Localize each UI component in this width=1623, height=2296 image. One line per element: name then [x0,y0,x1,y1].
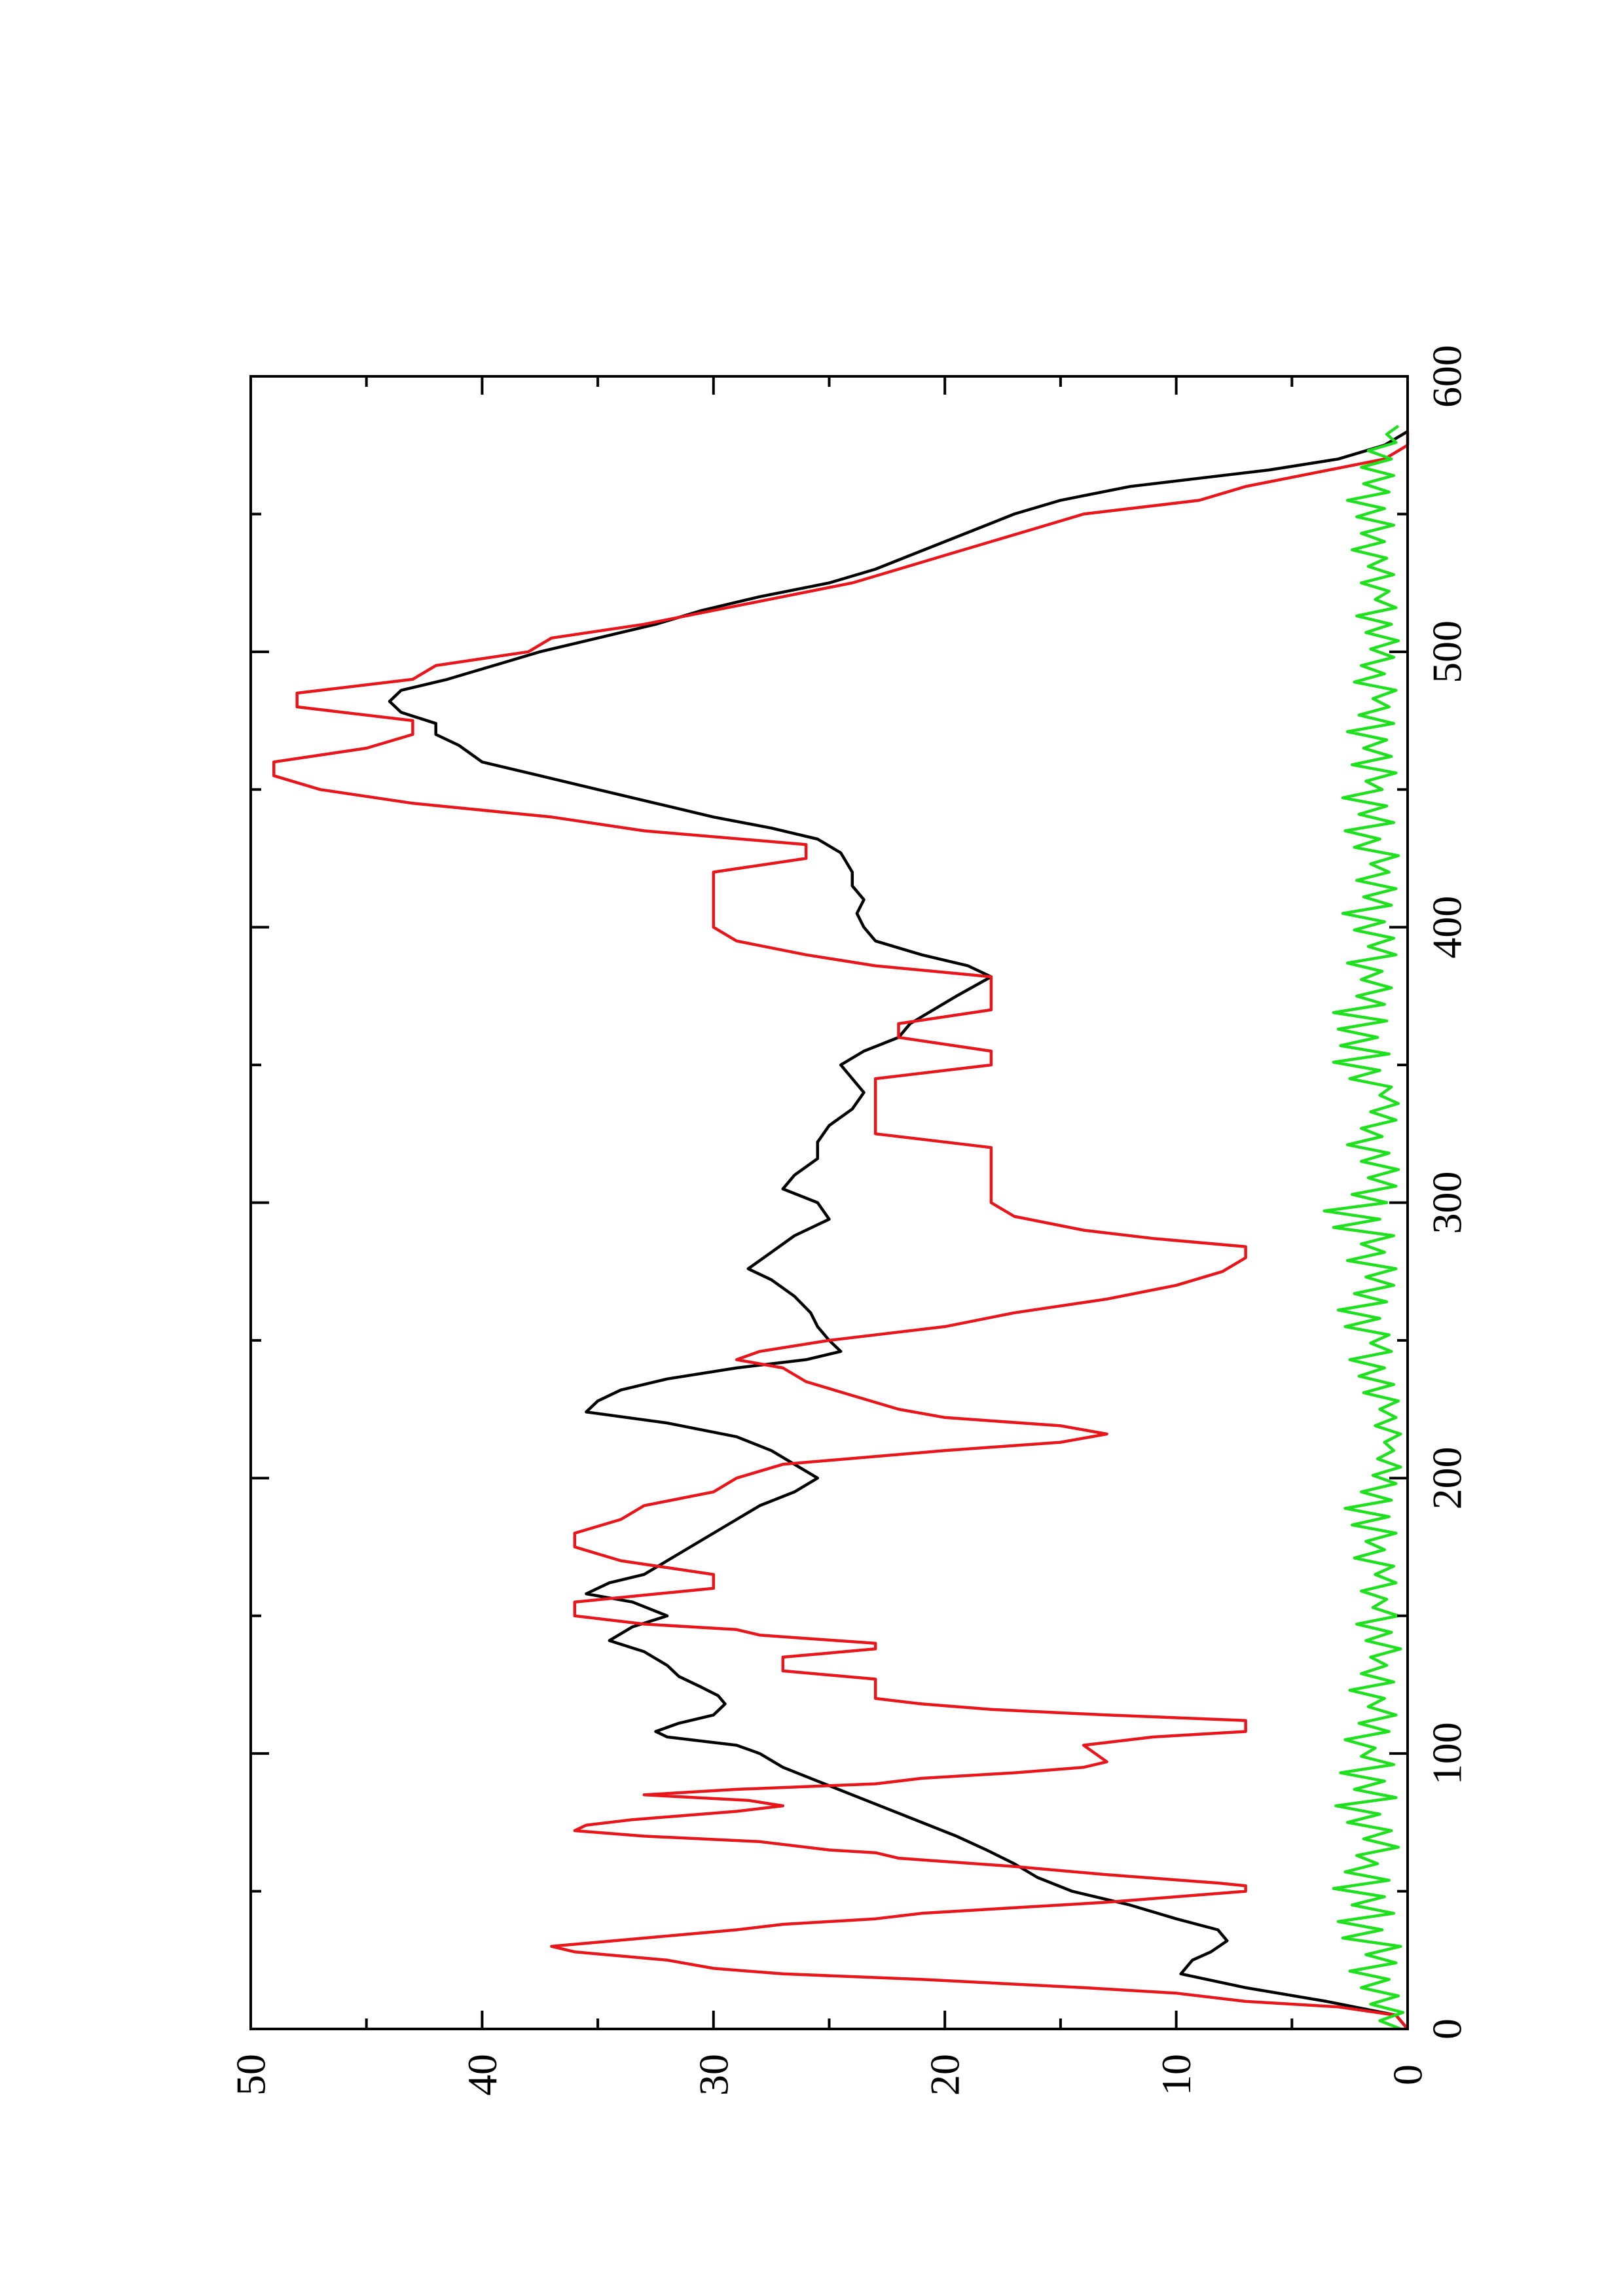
series-line-2 [272,431,1410,2030]
x-tick-label: 300 [1424,1172,1470,1234]
labels-layer: 0 100 200 300 400 500 600 0 10 20 30 40 50 [228,345,1470,2096]
series-layer [272,424,1410,2031]
plot-frame [249,375,1409,2030]
ticks-layer [249,375,1409,2030]
x-tick-label: 200 [1424,1446,1470,1509]
x-tick-label: 100 [1424,1722,1470,1785]
x-tick-label: 0 [1424,2018,1470,2039]
x-tick-label: 500 [1424,620,1470,683]
y-tick-label: 50 [228,2054,274,2096]
series-line-3 [1322,424,1405,2031]
x-tick-label: 400 [1424,896,1470,959]
y-tick-label: 30 [690,2054,737,2096]
y-tick-label: 0 [1385,2064,1431,2085]
y-tick-label: 40 [459,2054,505,2096]
y-tick-label: 10 [1153,2054,1199,2096]
series-line-1 [388,430,1409,2030]
y-tick-label: 20 [922,2054,968,2096]
x-tick-label: 600 [1424,345,1470,408]
